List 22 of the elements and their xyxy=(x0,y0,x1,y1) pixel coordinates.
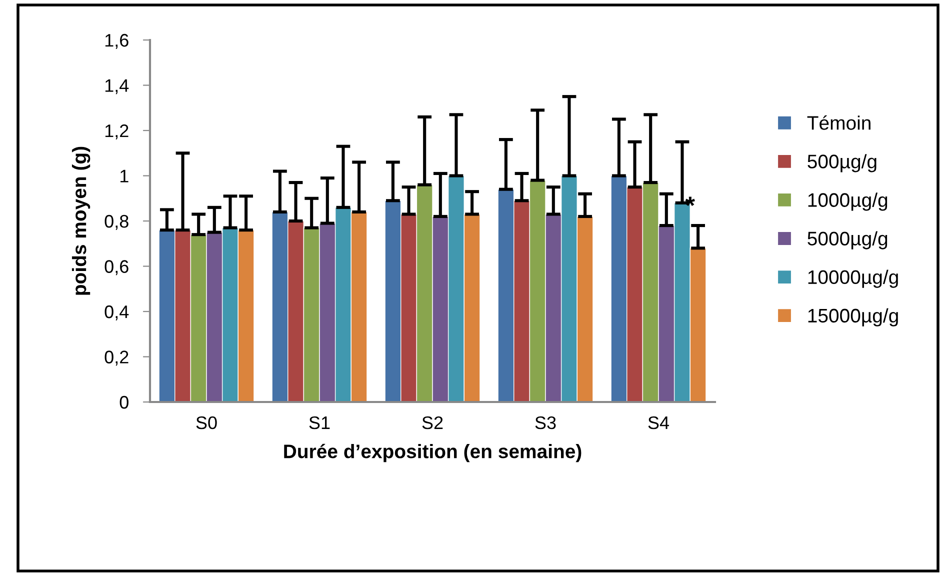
legend-label: 500µg/g xyxy=(808,154,876,172)
legend-label: 10000µg/g xyxy=(808,270,898,288)
y-tick-label: 1 xyxy=(120,170,128,182)
y-axis-title: poids moyen (g) xyxy=(72,146,90,295)
y-tick-label: 1,4 xyxy=(105,79,129,94)
legend-label: Témoin xyxy=(807,115,870,130)
legend-label: 1000µg/g xyxy=(808,192,888,211)
x-tick-label: S3 xyxy=(535,416,556,430)
x-axis-title: Durée d’exposition (en semaine) xyxy=(284,444,582,462)
x-tick-label: S1 xyxy=(309,416,330,430)
x-tick-label: S4 xyxy=(648,416,670,430)
y-tick-label: 1,2 xyxy=(105,124,128,140)
legend-label: 15000µg/g xyxy=(808,308,898,326)
x-tick-label: S2 xyxy=(422,416,443,430)
legend-label: 5000µg/g xyxy=(808,231,888,250)
y-tick-label: 0,2 xyxy=(104,350,128,366)
y-tick-label: 0,6 xyxy=(104,260,128,276)
y-tick-label: 0,4 xyxy=(104,305,129,320)
x-tick-label: S0 xyxy=(196,416,217,430)
y-tick-label: 0,8 xyxy=(104,214,128,230)
y-tick-label: 0 xyxy=(120,396,128,409)
y-tick-label: 1,6 xyxy=(105,34,128,49)
